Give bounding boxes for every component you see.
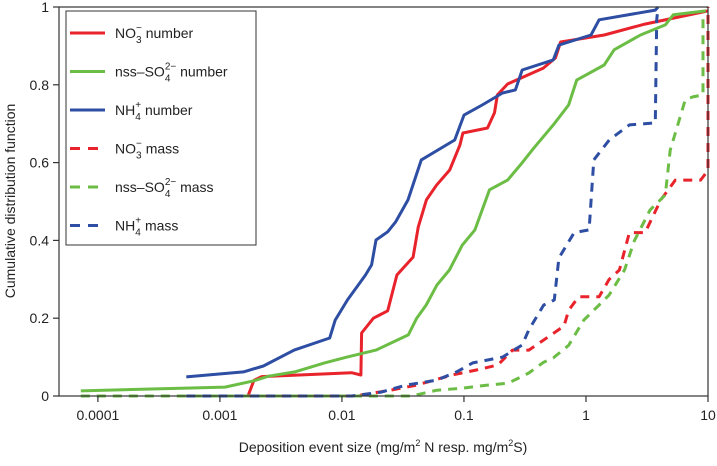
series-line-0 — [246, 9, 709, 397]
y-tick-label: 0.6 — [30, 155, 50, 171]
x-tick-label: 10 — [700, 407, 716, 423]
series-line-2 — [186, 5, 660, 379]
plot-frame — [58, 6, 709, 397]
series-line-4 — [80, 10, 705, 398]
series-layer — [80, 5, 710, 398]
x-tick-label: 0.01 — [328, 407, 355, 423]
series-line-3 — [248, 7, 710, 398]
y-tick-label: 0.2 — [30, 310, 50, 326]
x-tick-label: 0.1 — [454, 407, 474, 423]
x-tick-label: 1 — [582, 407, 590, 423]
legend: NO3− number nss–SO42− number NH4+ number NO… — [65, 10, 257, 246]
legend-label: NO3− number — [115, 23, 194, 46]
x-tick-label: 0.0001 — [76, 407, 119, 423]
series-line-1 — [80, 9, 706, 393]
legend-label: nss–SO42− mass — [115, 177, 214, 200]
x-tick-label: 0.001 — [202, 407, 237, 423]
y-tick-label: 0.4 — [30, 232, 50, 248]
legend-label: nss–SO42− number — [115, 62, 228, 85]
y-tick-label: 0 — [41, 388, 49, 404]
y-tick-label: 1 — [41, 0, 49, 15]
series-line-5 — [186, 6, 660, 398]
axes-layer: 0.0001 0.001 0.01 0.1 1 10 0 0.2 0.4 0.6 0.8 1 — [30, 0, 716, 423]
y-tick-label: 0.8 — [30, 77, 50, 93]
legend-label: NH4+ number — [115, 100, 193, 123]
legend-box — [65, 10, 257, 246]
legend-label: NO3− mass — [115, 139, 179, 162]
legend-label: NH4+ mass — [115, 216, 178, 239]
x-axis-label: Deposition event size (mg/m2 N resp. mg/… — [239, 438, 528, 455]
y-axis-label: Cumulative distribution function — [2, 104, 18, 299]
